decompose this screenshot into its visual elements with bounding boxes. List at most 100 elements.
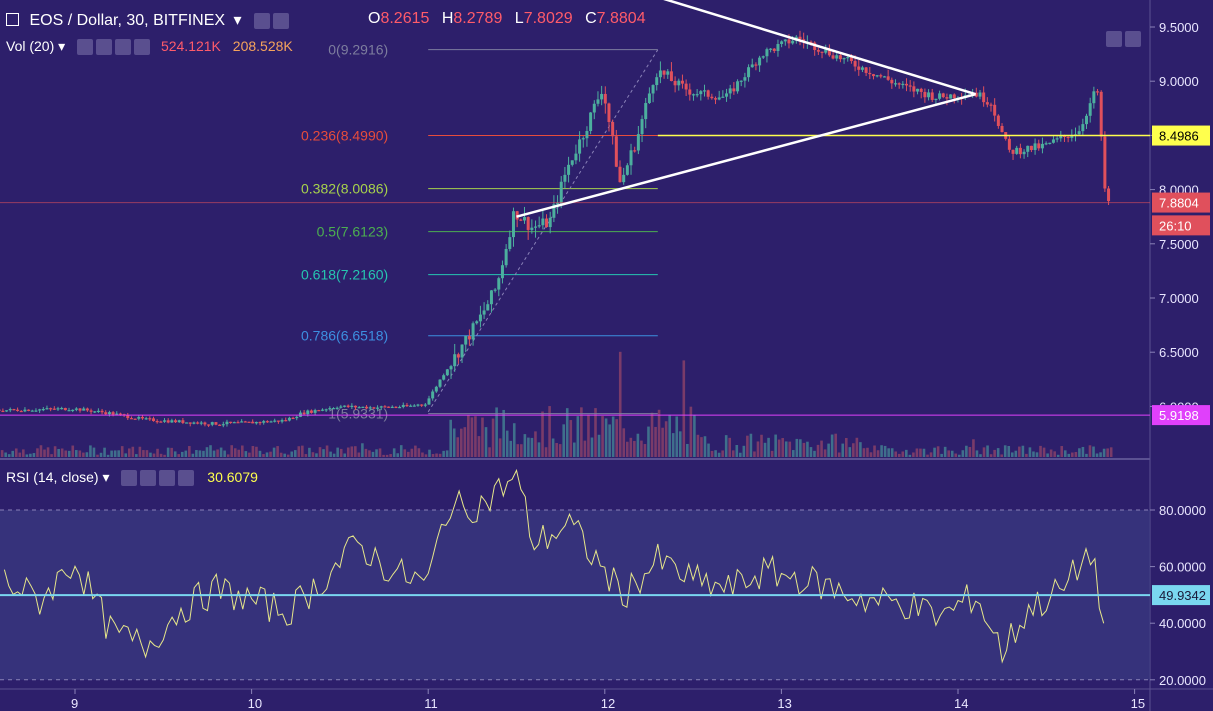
volume-bar — [0, 450, 4, 457]
eye-icon[interactable] — [77, 39, 94, 56]
volume-bar — [57, 448, 60, 457]
open-value: 8.2615 — [380, 10, 430, 27]
candle-body — [758, 57, 762, 66]
volume-bar — [505, 430, 509, 457]
candle-body — [137, 416, 141, 419]
volume-bar — [304, 454, 308, 457]
gear-icon[interactable] — [140, 470, 157, 487]
candle-body — [1040, 143, 1044, 149]
low-label: L — [514, 10, 524, 27]
candle-body — [578, 139, 582, 154]
candle-body — [813, 42, 817, 51]
plus-icon[interactable] — [159, 470, 176, 487]
volume-bar — [120, 446, 124, 457]
volume-bar — [601, 416, 604, 457]
pane-controls[interactable] — [1106, 30, 1144, 48]
volume-legend[interactable]: Vol (20) ▾ 524.121K 208.528K — [6, 38, 293, 56]
candle-body — [376, 407, 380, 409]
volume-bar — [177, 454, 181, 457]
candle-body — [449, 366, 453, 370]
candle-body — [952, 94, 956, 99]
chevron-down-icon[interactable]: ▾ — [102, 469, 110, 485]
volume-bar — [784, 441, 788, 457]
candle-body — [129, 418, 133, 420]
volume-bar — [618, 351, 622, 457]
drawn-lines[interactable] — [0, 0, 1150, 416]
candle-body — [581, 138, 585, 140]
candle-body — [886, 76, 890, 80]
candle-body — [695, 94, 699, 96]
candle-body — [897, 83, 901, 85]
fib-retracement[interactable]: 0(9.2916) 0.236(8.4990) 0.382(8.0086) 0.5(7… — [301, 42, 659, 422]
candle-body — [982, 92, 986, 103]
candle-body — [140, 416, 144, 419]
collapse-icon[interactable] — [6, 13, 19, 26]
symbol-header[interactable]: EOS / Dollar, 30, BITFINEX ▾ — [6, 10, 292, 30]
candle-body — [993, 104, 997, 116]
gear-icon[interactable] — [96, 39, 113, 56]
volume-bar — [1018, 446, 1021, 457]
candle-body — [276, 420, 280, 422]
price-axis[interactable]: 9.50009.00008.50008.00007.50007.00006.50… — [1150, 20, 1210, 688]
volume-bar — [767, 437, 770, 457]
volume-bar — [1000, 454, 1003, 457]
candle-body — [941, 93, 945, 98]
volume-bar — [202, 450, 205, 457]
candle-body — [500, 265, 504, 279]
rsi-tick-label: 20.0000 — [1159, 673, 1206, 688]
candle-body — [78, 408, 82, 411]
volume-bar — [244, 451, 248, 457]
time-tick-label: 11 — [424, 696, 438, 711]
volume-bar — [823, 449, 827, 457]
rsi-name[interactable]: RSI (14, close) — [6, 469, 99, 485]
candle-body — [728, 88, 732, 94]
volume-bar — [657, 409, 661, 457]
volume-bar — [226, 454, 230, 457]
volume-bar — [449, 419, 452, 457]
volume-bar — [474, 416, 477, 457]
candle-body — [324, 409, 328, 411]
chevron-down-icon[interactable]: ▾ — [58, 38, 66, 54]
eye-icon[interactable] — [121, 470, 138, 487]
candle-body — [475, 321, 479, 324]
volume-bar — [467, 415, 470, 457]
maximize-icon[interactable] — [1125, 30, 1141, 47]
volume-bar — [477, 436, 481, 457]
candle-body — [207, 424, 211, 426]
candle-body — [827, 49, 831, 56]
candle-body — [780, 41, 784, 45]
trendline[interactable] — [516, 93, 976, 218]
candle-body — [350, 405, 354, 407]
rsi-line — [3, 468, 1105, 664]
plus-icon[interactable] — [115, 39, 132, 56]
candle-body — [199, 422, 203, 424]
candle-body — [104, 412, 108, 415]
candle-body — [662, 70, 666, 75]
volume-name[interactable]: Vol (20) — [6, 38, 55, 54]
volume-bar — [806, 441, 809, 457]
gear-icon[interactable] — [273, 12, 290, 29]
candle-body — [592, 103, 596, 113]
candle-body — [309, 410, 313, 413]
candle-body — [563, 174, 567, 182]
trendline[interactable] — [561, 0, 977, 96]
fib-level-label: 0.236(8.4990) — [301, 128, 388, 144]
volume-bar — [60, 448, 64, 457]
close-icon[interactable] — [134, 39, 151, 56]
time-axis[interactable]: 9 10 11 12 13 14 15 — [71, 689, 1145, 711]
volume-bar — [770, 450, 774, 457]
candle-body — [445, 369, 449, 376]
candle-body — [196, 422, 200, 424]
close-icon[interactable] — [178, 470, 195, 487]
volume-bar — [869, 452, 873, 457]
volume-bar — [110, 450, 113, 457]
eye-icon[interactable] — [254, 12, 271, 29]
candle-body — [600, 93, 604, 100]
symbol-title[interactable]: EOS / Dollar, 30, BITFINEX — [29, 12, 226, 29]
ohlc-readout: O8.2615 H8.2789 L7.8029 C7.8804 — [368, 10, 646, 28]
rsi-legend[interactable]: RSI (14, close) ▾ 30.6079 — [6, 469, 258, 487]
volume-bar — [922, 448, 926, 457]
candle-body — [467, 336, 471, 340]
chevron-down-icon[interactable]: ▾ — [233, 12, 242, 29]
arrow-down-icon[interactable] — [1106, 30, 1122, 47]
